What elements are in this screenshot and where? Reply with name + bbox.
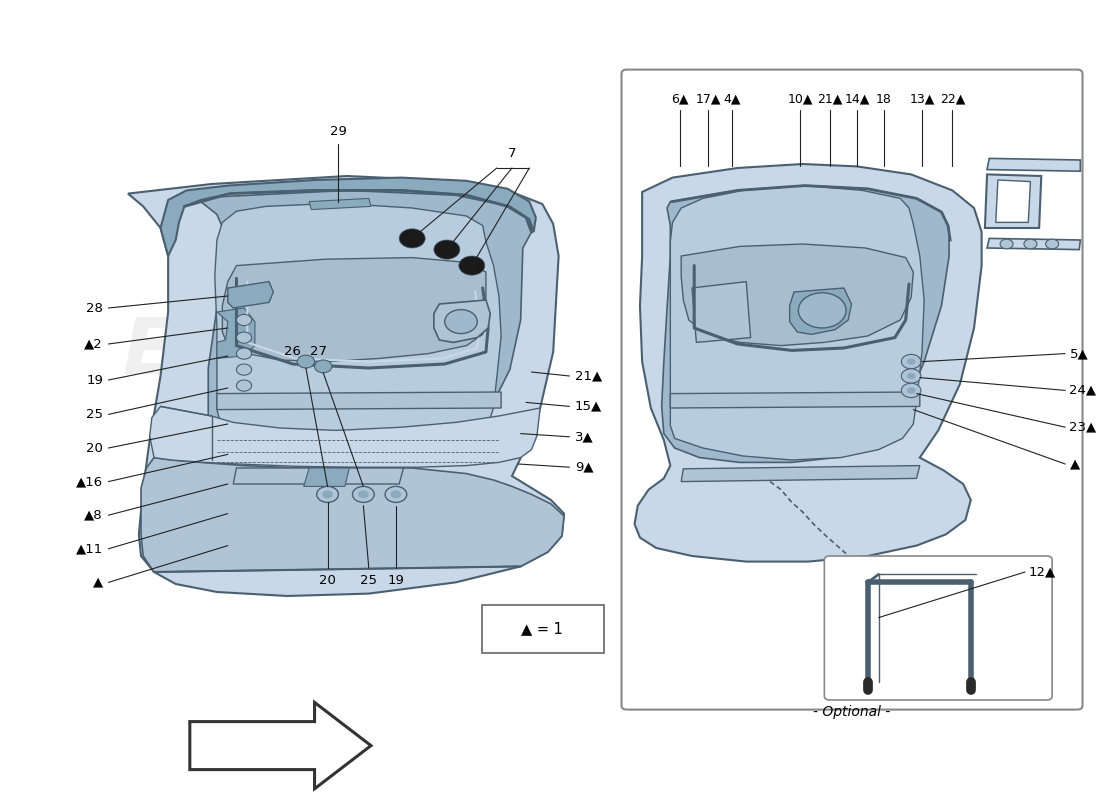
Circle shape <box>236 348 252 359</box>
Circle shape <box>385 486 407 502</box>
Polygon shape <box>161 178 536 256</box>
Circle shape <box>358 490 368 498</box>
FancyBboxPatch shape <box>621 70 1082 710</box>
Polygon shape <box>304 468 350 486</box>
Text: 18: 18 <box>876 93 892 106</box>
Text: 14▲: 14▲ <box>844 93 870 106</box>
Text: ▲: ▲ <box>92 576 103 589</box>
FancyBboxPatch shape <box>824 556 1052 700</box>
Text: 15▲: 15▲ <box>575 400 602 413</box>
Text: 19: 19 <box>387 574 405 587</box>
Text: 27: 27 <box>310 346 327 358</box>
Polygon shape <box>996 180 1031 222</box>
Text: 19: 19 <box>86 374 103 386</box>
Text: 21▲: 21▲ <box>575 370 602 382</box>
Text: 28: 28 <box>86 302 103 314</box>
Text: 6▲: 6▲ <box>671 93 689 106</box>
Polygon shape <box>214 203 502 458</box>
Circle shape <box>390 490 402 498</box>
Circle shape <box>236 364 252 375</box>
Polygon shape <box>141 458 564 572</box>
Polygon shape <box>670 392 920 408</box>
Polygon shape <box>670 186 924 460</box>
Circle shape <box>236 332 252 343</box>
Text: 7: 7 <box>508 147 516 160</box>
Polygon shape <box>150 406 540 467</box>
Circle shape <box>322 490 333 498</box>
Circle shape <box>1000 239 1013 249</box>
Polygon shape <box>228 282 273 308</box>
Text: 3▲: 3▲ <box>575 430 594 443</box>
Polygon shape <box>187 190 531 458</box>
Circle shape <box>444 310 477 334</box>
Text: 25: 25 <box>361 574 377 587</box>
Polygon shape <box>309 198 371 210</box>
Text: a passion for parts: a passion for parts <box>224 451 427 541</box>
Text: 22▲: 22▲ <box>939 93 965 106</box>
Circle shape <box>1024 239 1037 249</box>
Circle shape <box>901 369 921 383</box>
Polygon shape <box>128 176 564 596</box>
Text: 4▲: 4▲ <box>724 93 741 106</box>
Circle shape <box>399 229 426 248</box>
Circle shape <box>901 354 921 369</box>
Circle shape <box>352 486 374 502</box>
Circle shape <box>236 380 252 391</box>
Text: 5▲: 5▲ <box>1069 347 1088 360</box>
Polygon shape <box>681 466 920 482</box>
Circle shape <box>1046 239 1058 249</box>
Polygon shape <box>190 702 371 789</box>
Circle shape <box>799 293 846 328</box>
Polygon shape <box>984 174 1042 228</box>
Circle shape <box>315 360 332 373</box>
Circle shape <box>297 355 315 368</box>
Text: 12▲: 12▲ <box>1028 566 1056 578</box>
Circle shape <box>317 486 339 502</box>
Text: ▲ = 1: ▲ = 1 <box>521 622 563 636</box>
Circle shape <box>901 383 921 398</box>
Circle shape <box>906 373 915 379</box>
Polygon shape <box>987 158 1080 171</box>
Circle shape <box>236 314 252 326</box>
Circle shape <box>906 358 915 365</box>
Text: ▲11: ▲11 <box>76 542 103 555</box>
Polygon shape <box>217 308 255 358</box>
Polygon shape <box>692 282 750 342</box>
Text: 10▲: 10▲ <box>788 93 813 106</box>
Polygon shape <box>217 392 502 410</box>
Circle shape <box>433 240 460 259</box>
Text: a passion for parts: a passion for parts <box>700 395 862 469</box>
Text: 13▲: 13▲ <box>910 93 935 106</box>
Circle shape <box>906 387 915 394</box>
Text: ELDO: ELDO <box>122 314 355 390</box>
Polygon shape <box>635 164 981 562</box>
Text: ▲16: ▲16 <box>76 475 103 488</box>
Polygon shape <box>222 258 486 362</box>
Circle shape <box>459 256 485 275</box>
Text: - Optional -: - Optional - <box>813 705 890 719</box>
Text: 20: 20 <box>86 442 103 454</box>
Text: 24▲: 24▲ <box>1069 384 1097 397</box>
Polygon shape <box>662 186 949 462</box>
Polygon shape <box>233 468 404 484</box>
Text: ▲8: ▲8 <box>85 509 103 522</box>
Text: ▲: ▲ <box>1069 458 1080 470</box>
Text: 20: 20 <box>319 574 336 587</box>
Polygon shape <box>681 244 913 346</box>
FancyBboxPatch shape <box>482 605 604 653</box>
Text: 26: 26 <box>284 346 301 358</box>
Text: 21▲: 21▲ <box>817 93 843 106</box>
Text: 9▲: 9▲ <box>575 461 594 474</box>
Text: 29: 29 <box>330 125 346 138</box>
Text: 23▲: 23▲ <box>1069 421 1097 434</box>
Polygon shape <box>433 300 491 342</box>
Text: ▲2: ▲2 <box>85 338 103 350</box>
Polygon shape <box>987 238 1080 250</box>
Polygon shape <box>790 288 851 334</box>
Text: 17▲: 17▲ <box>695 93 721 106</box>
Text: 25: 25 <box>86 408 103 421</box>
